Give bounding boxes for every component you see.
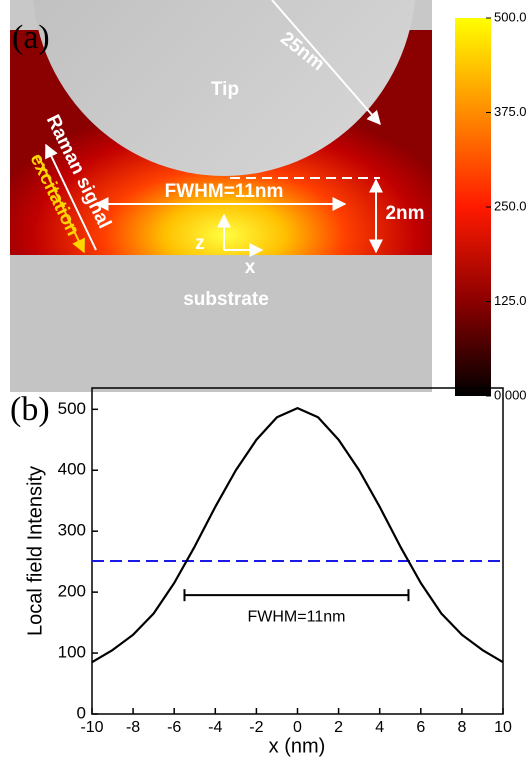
x-tick-label: 0	[293, 719, 302, 736]
y-axis-label: Local field Intensity	[24, 466, 46, 636]
annotation: 2nm	[385, 203, 424, 224]
figure: (a) 25nm Tip Raman signal excitation FWH…	[0, 0, 527, 759]
colorbar-tick-label: 250.0	[494, 198, 527, 213]
fwhm-label: FWHM=11nm	[248, 608, 346, 625]
x-tick-label: -6	[167, 719, 181, 736]
plot-frame	[92, 388, 503, 714]
annotation: z	[195, 233, 205, 254]
annotation: Tip	[211, 79, 239, 100]
x-tick-label: 6	[416, 719, 425, 736]
colorbar-tick-label: 500.0	[494, 9, 527, 24]
x-tick-label: 10	[494, 719, 512, 736]
colorbar-tick-label: 375.0	[494, 104, 527, 119]
panel-label: (b)	[10, 391, 50, 428]
y-tick-label: 400	[58, 460, 86, 479]
x-axis-label: x (nm)	[269, 735, 326, 757]
y-tick-label: 300	[58, 521, 86, 540]
x-tick-label: -10	[80, 719, 103, 736]
colorbar-tick-label: 0.000	[494, 387, 527, 402]
substrate	[10, 255, 432, 392]
panel-label: (a)	[12, 19, 50, 56]
annotation: FWHM=11nm	[165, 181, 284, 202]
annotation: substrate	[183, 289, 269, 310]
x-tick-label: 8	[457, 719, 466, 736]
x-tick-label: 2	[334, 719, 343, 736]
y-tick-label: 100	[58, 643, 86, 662]
x-tick-label: -8	[126, 719, 140, 736]
panel-b: (b) x (nm) Local field Intensity	[10, 391, 325, 757]
colorbar-tick-label: 125.0	[494, 293, 527, 308]
annotation: x	[245, 257, 256, 278]
colorbar	[455, 18, 491, 396]
x-tick-label: -4	[208, 719, 222, 736]
y-tick-label: 500	[58, 399, 86, 418]
x-tick-label: 4	[375, 719, 384, 736]
x-tick-label: -2	[249, 719, 263, 736]
panel-a: (a) 25nm Tip Raman signal excitation FWH…	[10, 0, 432, 392]
y-tick-label: 200	[58, 582, 86, 601]
